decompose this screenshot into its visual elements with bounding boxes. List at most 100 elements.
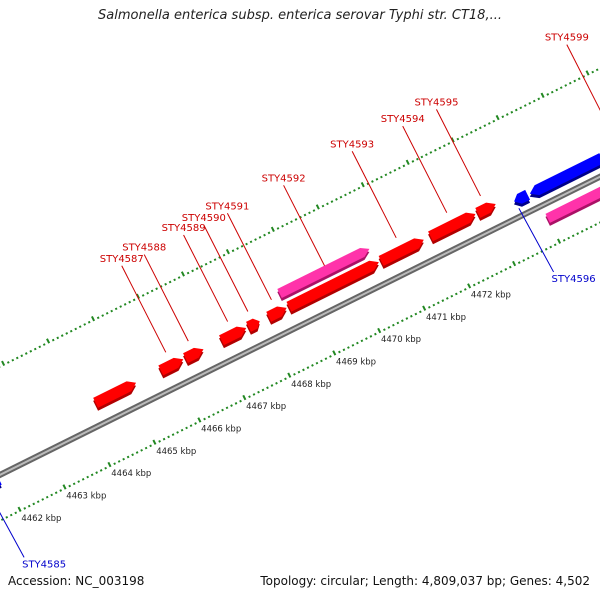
inner-tick-mark (113, 462, 116, 466)
outer-tick-mark (411, 160, 415, 163)
inner-tick-mark (392, 323, 395, 327)
inner-tick-mark (180, 428, 184, 432)
inner-tick-mark (266, 386, 269, 390)
inner-tick-mark (167, 435, 170, 439)
inner-tick-mark (445, 297, 449, 300)
inner-tick-mark (544, 247, 548, 251)
tick-label: 4462 kbp (21, 514, 61, 524)
inner-tick-mark (356, 341, 359, 345)
outer-tick-mark (546, 93, 550, 96)
outer-tick-mark (420, 155, 424, 159)
gene-label: STY4590 (182, 213, 226, 224)
outer-tick-mark (191, 269, 194, 273)
gene-arrow (246, 318, 260, 332)
inner-tick-mark (23, 507, 27, 510)
gene-arrow (219, 326, 247, 346)
outer-tick-mark (258, 236, 262, 239)
inner-tick-mark (207, 415, 211, 419)
gene-arrow (286, 260, 379, 312)
outer-tick-mark (523, 104, 527, 107)
genome-summary: Topology: circular; Length: 4,809,037 bp… (260, 574, 590, 588)
outer-tick-mark (537, 97, 541, 101)
inner-tick-mark (499, 270, 503, 273)
outer-tick-mark (177, 276, 181, 279)
outer-tick-mark (225, 248, 230, 255)
inner-tick-mark (396, 321, 400, 325)
outer-tick-mark (290, 220, 293, 224)
outer-tick-mark (159, 285, 163, 288)
inner-tick-mark (347, 346, 350, 349)
outer-tick-mark (510, 110, 514, 114)
outer-tick-mark (447, 142, 451, 145)
outer-tick-mark (326, 202, 329, 206)
outer-tick-mark (371, 180, 374, 183)
inner-tick-mark (450, 294, 454, 298)
tick-label: 4463 kbp (66, 492, 106, 502)
inner-tick-mark (99, 469, 103, 472)
outer-tick-mark (384, 173, 388, 177)
inner-tick-mark (41, 498, 45, 501)
inner-tick-mark (176, 431, 179, 434)
tick-label: 4467 kbp (246, 402, 286, 412)
outer-tick-mark (429, 151, 433, 154)
inner-tick-mark (504, 268, 508, 271)
outer-tick-mark (425, 153, 428, 157)
inner-tick-mark (311, 364, 314, 367)
gene-label: STY4599 (545, 33, 589, 44)
inner-tick-mark (162, 437, 166, 441)
outer-tick-mark (119, 305, 123, 308)
outer-tick-mark (294, 218, 298, 221)
outer-tick-mark (249, 240, 253, 244)
outer-tick-mark (281, 224, 284, 228)
inner-tick-mark (54, 491, 58, 495)
outer-tick-mark (330, 200, 334, 203)
inner-tick-mark (522, 259, 526, 262)
outer-tick-mark (105, 311, 109, 315)
outer-tick-mark (456, 137, 460, 141)
outer-tick-mark (168, 280, 172, 284)
inner-tick-mark (436, 301, 440, 305)
outer-tick-mark (501, 115, 505, 119)
gene-arrow (378, 238, 424, 266)
inner-tick-mark (77, 480, 81, 483)
outer-tick-mark (33, 347, 37, 351)
inner-tick-mark (185, 426, 188, 430)
inner-tick-mark (383, 328, 386, 332)
outer-tick-mark (303, 213, 307, 217)
inner-tick-mark (306, 366, 310, 369)
gene-arrow (545, 186, 600, 223)
outer-tick-mark (469, 131, 473, 134)
inner-tick-mark (351, 343, 355, 347)
inner-tick-mark (242, 394, 247, 401)
gene-label-leader (226, 213, 272, 301)
inner-tick-mark (410, 314, 413, 318)
inner-tick-mark (302, 368, 305, 372)
outer-tick-mark (204, 262, 208, 266)
inner-tick-mark (81, 477, 85, 481)
outer-tick-mark (1, 360, 6, 367)
outer-tick-mark (141, 294, 145, 297)
inner-tick-mark (495, 272, 499, 276)
inner-tick-mark (239, 399, 242, 403)
outer-tick-mark (15, 356, 19, 360)
outer-tick-mark (42, 343, 46, 346)
inner-tick-mark (171, 433, 175, 436)
outer-tick-mark (123, 303, 127, 306)
outer-tick-mark (478, 126, 482, 130)
inner-tick-mark (27, 504, 31, 508)
gene-arrow (529, 153, 600, 196)
inner-tick-mark (414, 312, 418, 316)
outer-tick-mark (276, 227, 280, 230)
outer-tick-mark (186, 271, 190, 275)
gene-label: STY4592 (262, 173, 306, 184)
outer-tick-mark (519, 106, 523, 110)
inner-tick-mark (5, 515, 9, 519)
outer-tick-mark (46, 338, 51, 344)
outer-tick-mark (389, 171, 392, 174)
gene-arrow (277, 247, 370, 299)
inner-tick-mark (374, 332, 377, 336)
inner-tick-mark (62, 484, 67, 490)
outer-tick-mark (568, 81, 572, 85)
outer-tick-mark (360, 181, 365, 188)
outer-tick-mark (339, 195, 343, 199)
